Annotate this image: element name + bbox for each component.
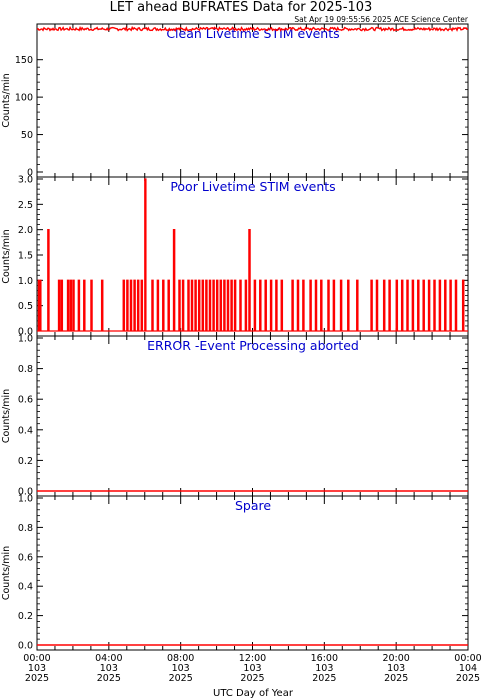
- x-tick-label: 103: [28, 663, 46, 674]
- x-tick-label: 2025: [240, 673, 264, 684]
- x-tick-label: 103: [315, 663, 333, 674]
- x-tick-label: 103: [243, 663, 261, 674]
- panel-title: Poor Livetime STIM events: [170, 179, 335, 194]
- y-tick-label: 0.6: [18, 395, 33, 406]
- y-tick-label: 150: [15, 55, 33, 66]
- y-axis-label: Counts/min: [1, 73, 12, 127]
- y-tick-label: 2.0: [18, 225, 33, 236]
- y-axis-label: Counts/min: [1, 229, 12, 283]
- panel-frame: [36, 23, 469, 178]
- y-tick-label: 0.0: [18, 327, 33, 338]
- x-tick-label: 103: [387, 663, 405, 674]
- data-series-line: [37, 178, 468, 332]
- panel-title: Spare: [235, 498, 271, 513]
- x-tick-label: 08:00: [167, 653, 194, 664]
- y-tick-label: 0.6: [18, 552, 33, 563]
- y-tick-label: 0.4: [18, 425, 33, 436]
- y-tick-label: 2.5: [18, 200, 33, 211]
- y-tick-label: 0: [27, 168, 33, 179]
- panel-3: 0.0 0.2 0.4 0.6 0.8 1.0 Counts/min ERROR -Event…: [1, 334, 469, 498]
- x-tick-label: 00:00: [23, 653, 50, 664]
- x-tick-label: 16:00: [311, 653, 338, 664]
- data-series-line: [36, 25, 468, 32]
- panel-frame: [36, 335, 469, 497]
- x-tick-label: 103: [100, 663, 118, 674]
- y-tick-label: 0.2: [18, 611, 33, 622]
- y-tick-label: 1.0: [18, 276, 33, 287]
- panel-4: 0.0 0.2 0.4 0.6 0.8 1.0 Counts/min Spare: [1, 494, 469, 652]
- chart-title: LET ahead BUFRATES Data for 2025-103: [110, 0, 373, 15]
- x-tick-label: 2025: [169, 673, 193, 684]
- y-tick-label: 0.8: [18, 523, 33, 534]
- y-tick-label: 1.0: [18, 494, 33, 505]
- y-tick-label: 100: [15, 93, 33, 104]
- y-tick-label: 0.0: [18, 487, 33, 498]
- y-tick-label: 3.0: [18, 175, 33, 186]
- panel-frame: [36, 495, 469, 651]
- x-tick-label: 2025: [384, 673, 408, 684]
- y-tick-label: 0.2: [18, 456, 33, 467]
- x-tick-label: 04:00: [95, 653, 122, 664]
- x-tick-label: 103: [172, 663, 190, 674]
- x-tick-label: 20:00: [382, 653, 409, 664]
- x-tick-label: 00:00: [454, 653, 481, 664]
- x-tick-label: 2025: [97, 673, 121, 684]
- y-tick-label: 0.8: [18, 364, 33, 375]
- y-tick-label: 0.4: [18, 582, 33, 593]
- panel-title: ERROR -Event Processing aborted: [147, 338, 359, 353]
- x-tick-labels: 00:00103202504:00103202508:00103202512:0…: [23, 653, 481, 684]
- y-tick-label: 0.0: [18, 641, 33, 652]
- y-tick-label: 1.5: [18, 251, 33, 262]
- x-axis-label: UTC Day of Year: [213, 688, 294, 699]
- panel-2: 0.0 0.5 1.0 1.5 2.0 2.5 3.0 Counts/min Poor Live…: [1, 175, 469, 338]
- y-axis-label: Counts/min: [1, 389, 12, 443]
- y-tick-label: 50: [21, 130, 33, 141]
- x-tick-label: 2025: [312, 673, 336, 684]
- x-tick-label: 104: [459, 663, 477, 674]
- y-tick-label: 1.0: [18, 334, 33, 345]
- generated-timestamp: Sat Apr 19 09:55:56 2025 ACE Science Cen…: [294, 15, 468, 24]
- x-tick-label: 2025: [456, 673, 480, 684]
- y-axis-label: Counts/min: [1, 546, 12, 600]
- y-tick-label: 0.5: [18, 301, 33, 312]
- x-tick-label: 12:00: [239, 653, 266, 664]
- x-tick-label: 2025: [25, 673, 49, 684]
